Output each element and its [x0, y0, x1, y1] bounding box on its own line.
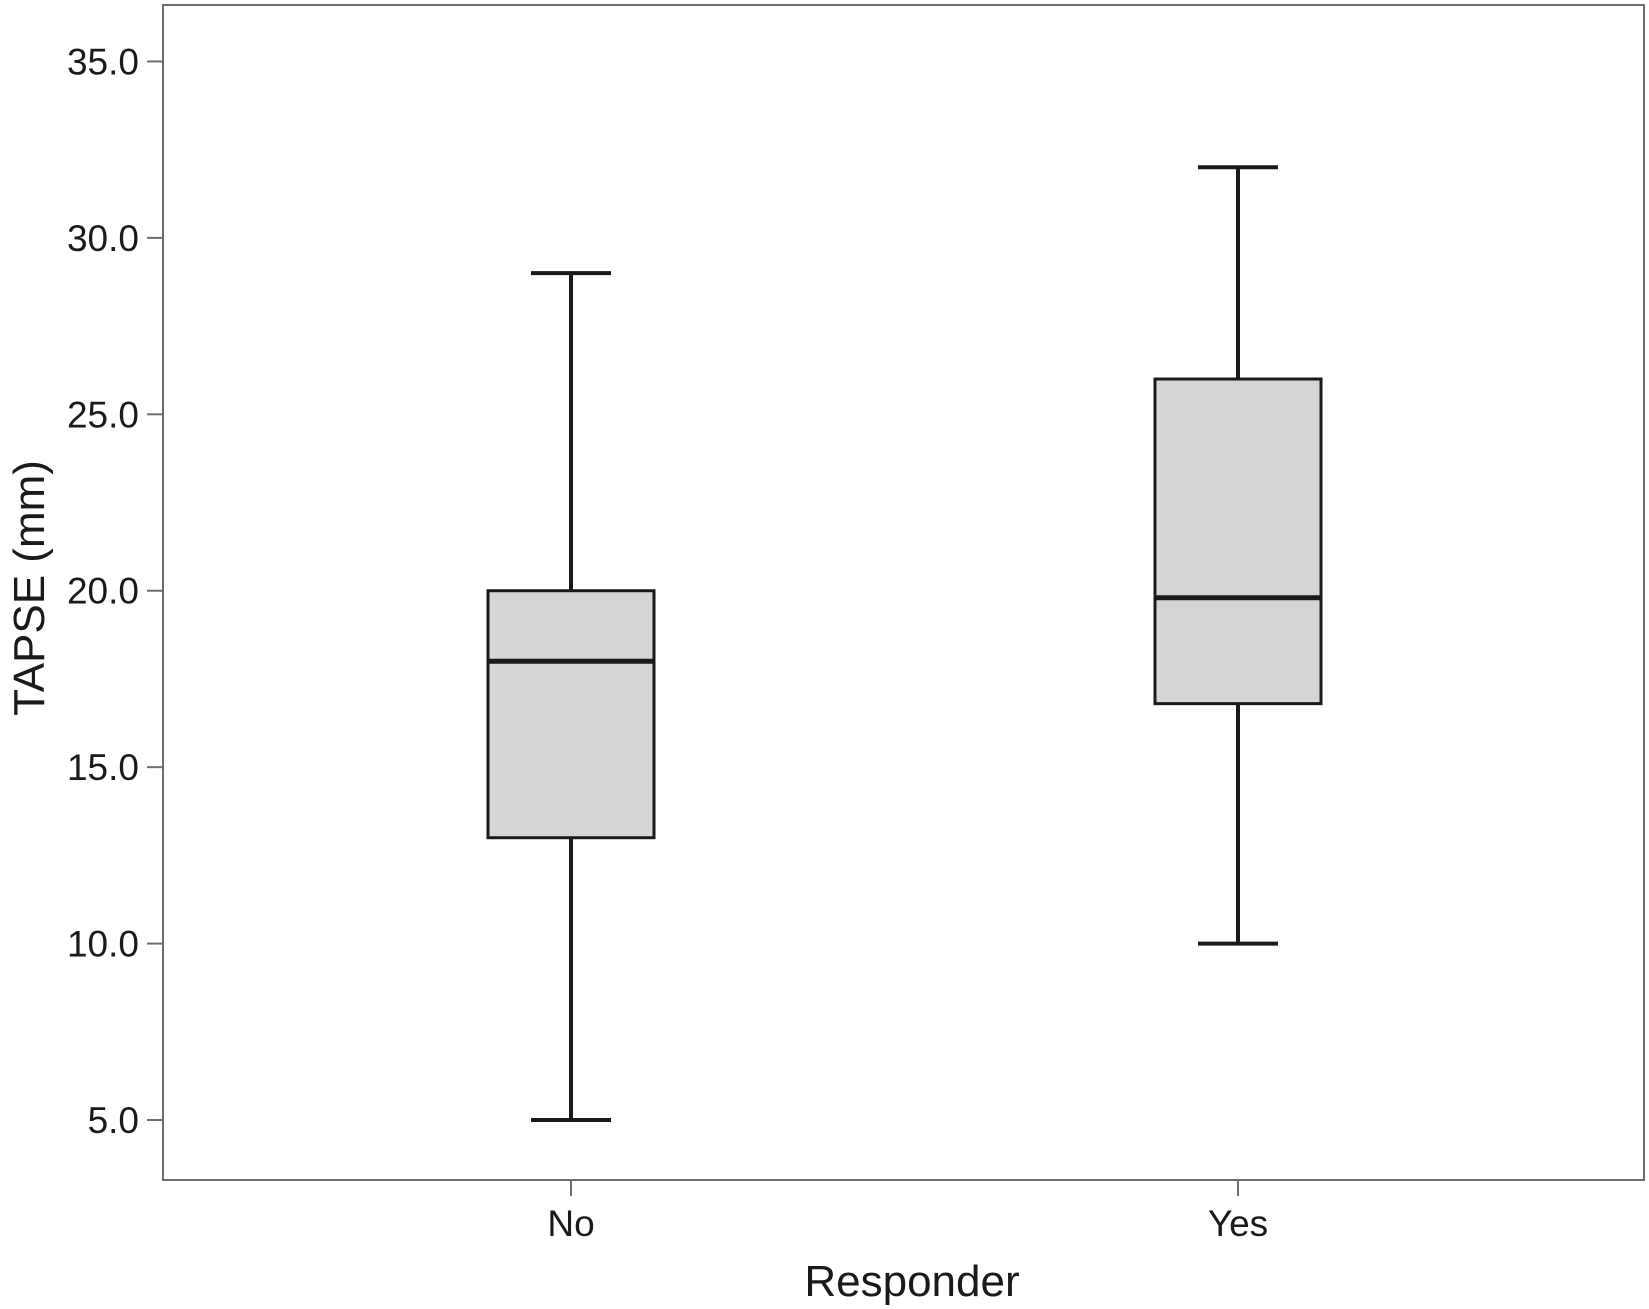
iqr-box: [1153, 377, 1323, 706]
y-tick-label: 15.0: [67, 747, 139, 788]
box-no: [486, 271, 656, 1123]
y-tick-label: 25.0: [67, 394, 139, 435]
iqr-box: [486, 589, 656, 840]
y-tick-label: 30.0: [67, 218, 139, 259]
y-tick-label: 20.0: [67, 571, 139, 612]
x-tick-label: Yes: [1208, 1203, 1268, 1244]
y-tick-label: 35.0: [67, 41, 139, 82]
y-tick-label: 5.0: [88, 1100, 139, 1141]
box-yes: [1153, 165, 1323, 946]
x-axis-title: Responder: [804, 1257, 1019, 1306]
y-axis-title: TAPSE (mm): [5, 460, 54, 716]
plot-frame: [162, 4, 1645, 1181]
x-tick-label: No: [547, 1203, 594, 1244]
y-tick-label: 10.0: [67, 924, 139, 965]
